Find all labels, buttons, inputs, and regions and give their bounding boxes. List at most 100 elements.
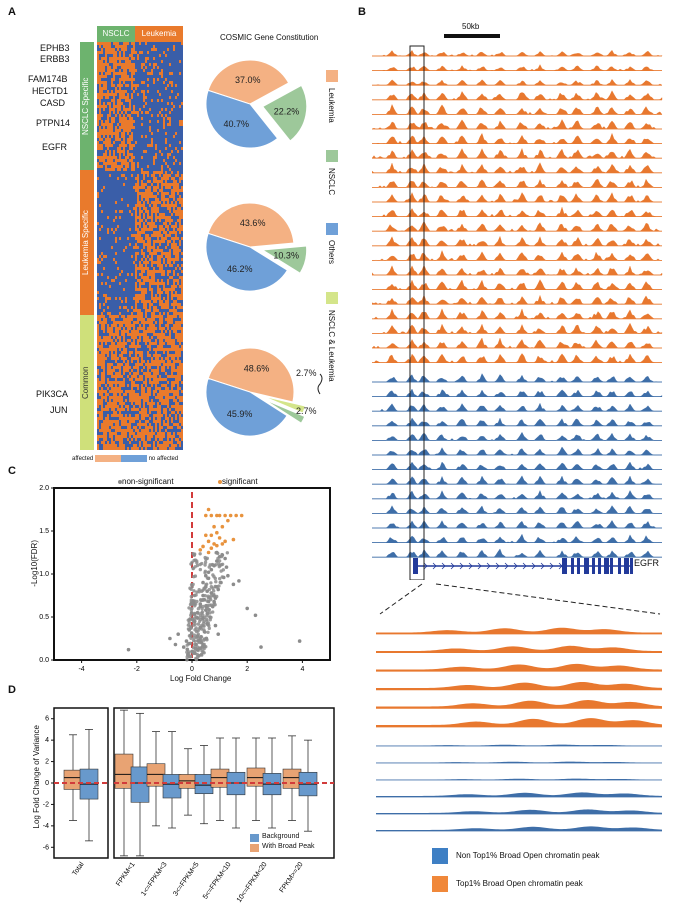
heatmap-cell bbox=[153, 447, 155, 450]
heatmap-cell bbox=[137, 195, 139, 198]
heatmap-cell bbox=[165, 237, 167, 240]
gene-label: ERBB3 bbox=[40, 54, 70, 64]
heatmap-cell bbox=[105, 96, 107, 99]
heatmap-cell bbox=[107, 156, 109, 159]
heatmap-cell bbox=[169, 111, 171, 114]
heatmap-cell bbox=[153, 282, 155, 285]
heatmap-cell bbox=[131, 408, 133, 411]
heatmap-cell bbox=[111, 396, 113, 399]
heatmap-cell bbox=[161, 342, 163, 345]
heatmap-cell bbox=[97, 42, 99, 45]
heatmap-cell bbox=[107, 117, 109, 120]
heatmap-cell bbox=[171, 318, 173, 321]
heatmap-cell bbox=[177, 369, 179, 372]
heatmap-cell bbox=[167, 186, 169, 189]
heatmap-cell bbox=[141, 315, 143, 318]
heatmap-cell bbox=[115, 126, 117, 129]
heatmap-cell bbox=[111, 126, 113, 129]
heatmap-cell bbox=[147, 144, 149, 147]
heatmap-cell bbox=[173, 279, 175, 282]
heatmap-cell bbox=[129, 324, 131, 327]
heatmap-cell bbox=[181, 381, 183, 384]
heatmap-cell bbox=[179, 312, 181, 315]
point-sig bbox=[231, 537, 236, 542]
heatmap-cell bbox=[157, 360, 159, 363]
heatmap-cell bbox=[177, 228, 179, 231]
heatmap-cell bbox=[171, 411, 173, 414]
heatmap-cell bbox=[159, 414, 161, 417]
heatmap-cell bbox=[167, 225, 169, 228]
heatmap-cell bbox=[173, 270, 175, 273]
heatmap-cell bbox=[101, 348, 103, 351]
heatmap-cell bbox=[169, 258, 171, 261]
heatmap-cell bbox=[113, 231, 115, 234]
heatmap-cell bbox=[155, 363, 157, 366]
heatmap-cell bbox=[161, 315, 163, 318]
heatmap-cell bbox=[123, 333, 125, 336]
heatmap-cell bbox=[135, 393, 137, 396]
heatmap-cell bbox=[149, 189, 151, 192]
heatmap-cell bbox=[135, 402, 137, 405]
heatmap-cell bbox=[143, 411, 145, 414]
heatmap-cell bbox=[111, 108, 113, 111]
heatmap-cell bbox=[181, 312, 183, 315]
heatmap-cell bbox=[119, 369, 121, 372]
heatmap-cell bbox=[113, 420, 115, 423]
heatmap-cell bbox=[119, 342, 121, 345]
heatmap-cell bbox=[173, 342, 175, 345]
heatmap-cell bbox=[117, 336, 119, 339]
heatmap-cell bbox=[129, 99, 131, 102]
heatmap-cell bbox=[99, 402, 101, 405]
heatmap-cell bbox=[151, 399, 153, 402]
heatmap-cell bbox=[145, 312, 147, 315]
heatmap-cell bbox=[161, 291, 163, 294]
heatmap-cell bbox=[127, 423, 129, 426]
heatmap-cell bbox=[101, 354, 103, 357]
heatmap-cell bbox=[143, 171, 145, 174]
heatmap-cell bbox=[103, 186, 105, 189]
heatmap-cell bbox=[117, 333, 119, 336]
heatmap-cell bbox=[117, 72, 119, 75]
heatmap-cell bbox=[103, 426, 105, 429]
heatmap-cell bbox=[109, 372, 111, 375]
heatmap-cell bbox=[161, 171, 163, 174]
heatmap-cell bbox=[129, 435, 131, 438]
heatmap-cell bbox=[113, 390, 115, 393]
heatmap-cell bbox=[173, 186, 175, 189]
heatmap-cell bbox=[137, 393, 139, 396]
heatmap-cell bbox=[101, 399, 103, 402]
point-sig bbox=[215, 543, 219, 548]
heatmap-cell bbox=[171, 246, 173, 249]
heatmap-cell bbox=[171, 183, 173, 186]
heatmap-cell bbox=[149, 120, 151, 123]
signal-track bbox=[372, 533, 662, 543]
heatmap-cell bbox=[103, 447, 105, 450]
heatmap-cell bbox=[119, 114, 121, 117]
heatmap-cell bbox=[129, 159, 131, 162]
heatmap-cell bbox=[101, 156, 103, 159]
heatmap-cell bbox=[101, 138, 103, 141]
heatmap-cell bbox=[153, 249, 155, 252]
heatmap-cell bbox=[157, 198, 159, 201]
heatmap-cell bbox=[147, 216, 149, 219]
heatmap-cell bbox=[141, 183, 143, 186]
heatmap-cell bbox=[161, 339, 163, 342]
heatmap-cell bbox=[131, 168, 133, 171]
heatmap-cell bbox=[177, 246, 179, 249]
heatmap-cell bbox=[141, 210, 143, 213]
heatmap-cell bbox=[111, 162, 113, 165]
heatmap-cell bbox=[113, 444, 115, 447]
heatmap-cell bbox=[125, 405, 127, 408]
point-nonsig bbox=[187, 606, 191, 610]
heatmap-cell bbox=[167, 201, 169, 204]
heatmap-cell bbox=[137, 204, 139, 207]
point-nonsig bbox=[206, 576, 211, 581]
heatmap-cell bbox=[131, 417, 133, 420]
heatmap-cell bbox=[139, 312, 141, 315]
heatmap-cell bbox=[153, 204, 155, 207]
heatmap-cell bbox=[111, 414, 113, 417]
heatmap-cell bbox=[167, 165, 169, 168]
heatmap-cell bbox=[167, 279, 169, 282]
heatmap-cell bbox=[179, 222, 181, 225]
heatmap-cell bbox=[97, 123, 99, 126]
